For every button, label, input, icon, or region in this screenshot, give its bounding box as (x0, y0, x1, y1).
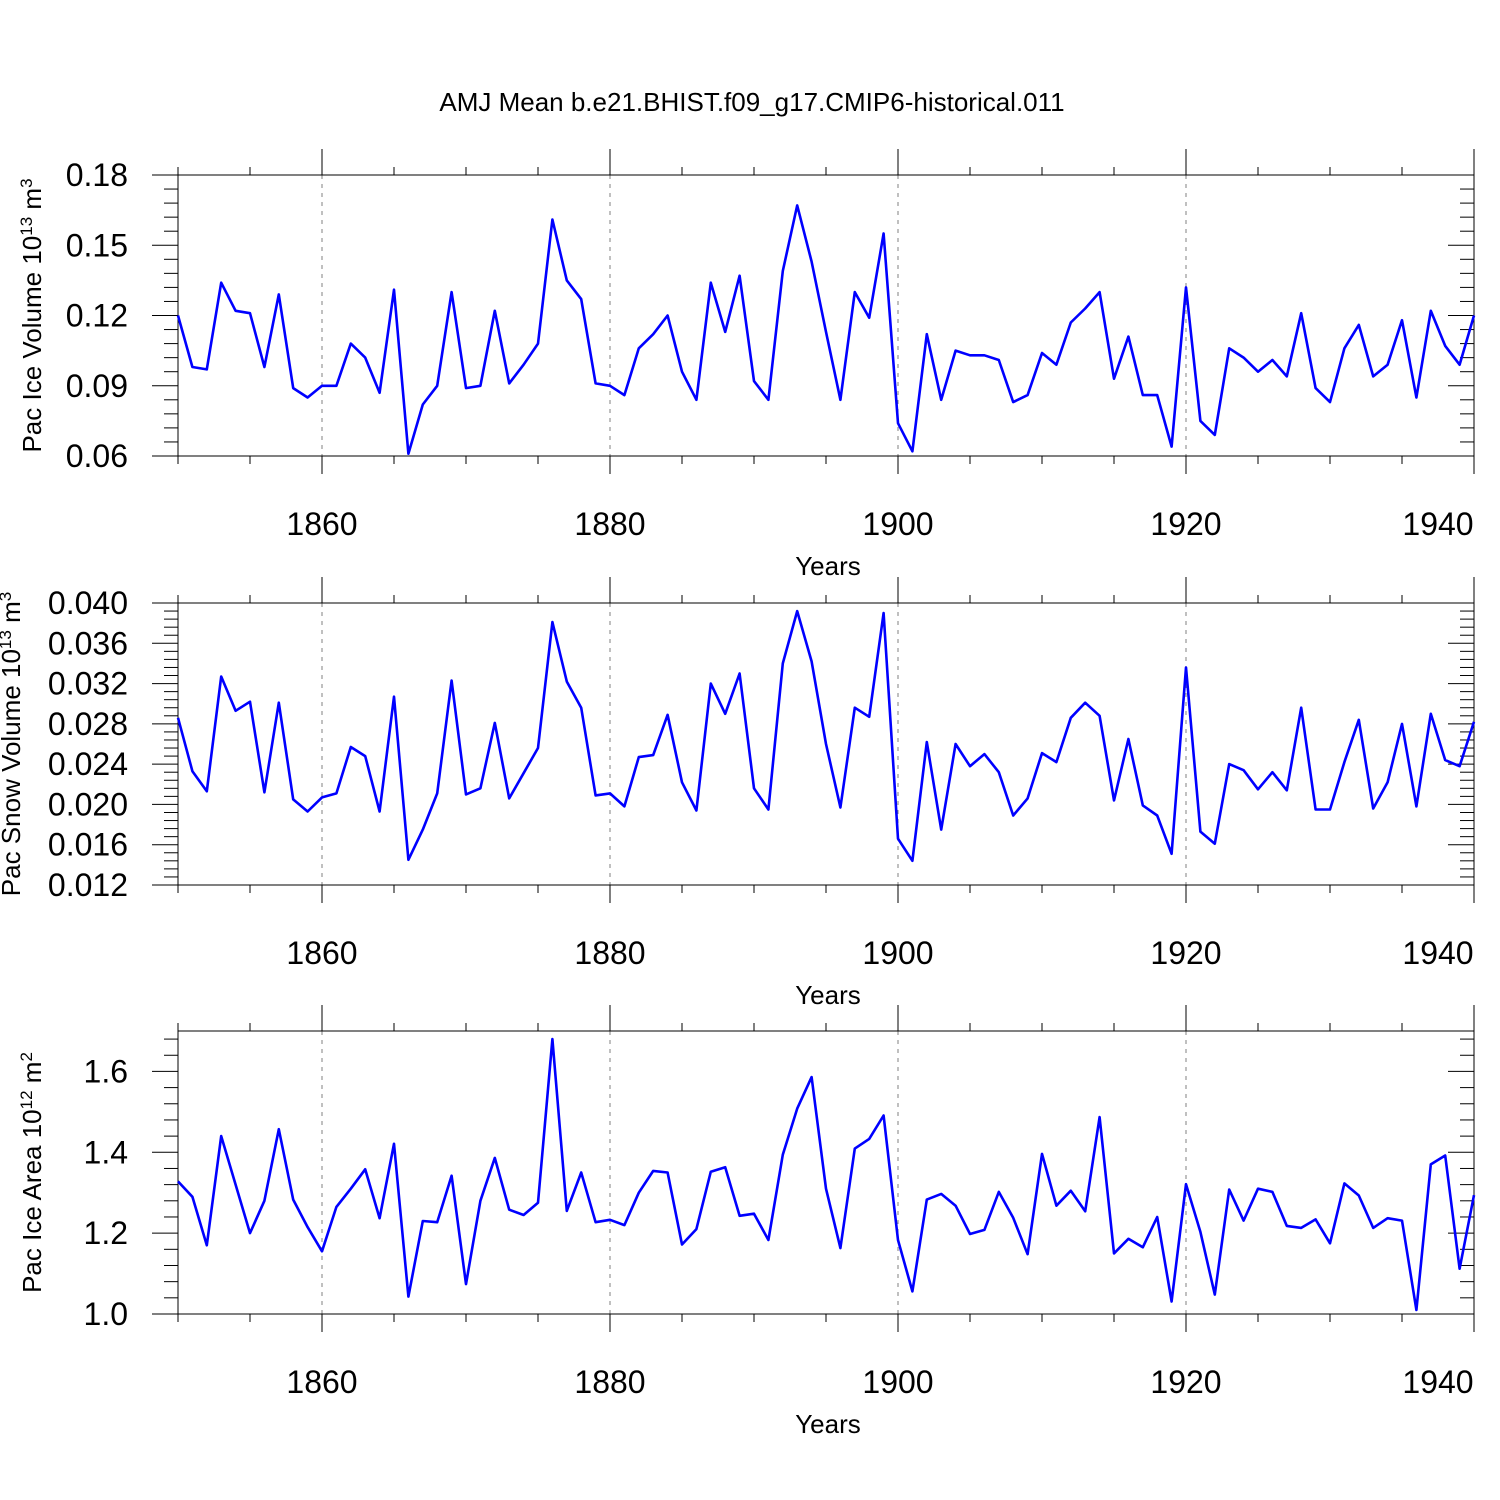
y-tick-label: 0.06 (66, 438, 128, 474)
plot-frame (177, 1030, 1475, 1315)
y-tick-label: 0.040 (48, 585, 128, 621)
y-tick-label: 0.036 (48, 625, 128, 661)
figure-title: AMJ Mean b.e21.BHIST.f09_g17.CMIP6-histo… (439, 87, 1064, 117)
x-tick-label: 1900 (862, 935, 933, 971)
y-tick-label: 1.6 (84, 1053, 128, 1089)
x-tick-label: 1880 (574, 506, 645, 542)
panel-2: 1860 1880 1900 1920 1940 Years 0.012 0.016 0.020… (0, 577, 1476, 1010)
x-axis-label: Years (795, 1409, 861, 1439)
x-tick-label: 1860 (286, 506, 357, 542)
x-axis-label: Years (795, 980, 861, 1010)
x-tick-label: 1880 (574, 1364, 645, 1400)
plot-frame (177, 174, 1475, 457)
y-tick-label: 0.028 (48, 706, 128, 742)
y-tick-label: 0.12 (66, 298, 128, 334)
y-tick-label: 0.18 (66, 157, 128, 193)
y-tick-label: 1.2 (84, 1215, 128, 1251)
data-series-line (177, 1037, 1476, 1312)
y-tick-label: 0.012 (48, 867, 128, 903)
y-tick-label: 0.15 (66, 227, 128, 263)
y-tick-label: 1.0 (84, 1296, 128, 1332)
y-tick-label: 1.4 (84, 1134, 128, 1170)
y-tick-label: 0.09 (66, 368, 128, 404)
x-tick-label: 1920 (1150, 506, 1221, 542)
y-tick-label: 0.020 (48, 786, 128, 822)
x-tick-label: 1920 (1150, 935, 1221, 971)
x-tick-label: 1940 (1402, 1364, 1473, 1400)
x-tick-label: 1940 (1402, 506, 1473, 542)
x-tick-label: 1860 (286, 1364, 357, 1400)
panel-3: 1860 1880 1900 1920 1940 Years 1.0 1.2 1.4 1.6 Pac… (17, 1005, 1476, 1439)
data-series-line (176, 204, 1476, 456)
panels: 1860 1880 1900 1920 1940 Years 0.06 0.09 0.12 0.1… (0, 149, 1476, 1439)
x-tick-label: 1880 (574, 935, 645, 971)
data-series-line (176, 609, 1476, 863)
y-tick-label: 0.024 (48, 746, 128, 782)
x-tick-label: 1920 (1150, 1364, 1221, 1400)
x-tick-label: 1860 (286, 935, 357, 971)
y-tick-label: 0.016 (48, 827, 128, 863)
y-axis-label: Pac Ice Volume 1013 m3 (17, 178, 48, 452)
x-tick-label: 1900 (862, 506, 933, 542)
y-tick-label: 0.032 (48, 666, 128, 702)
panel-1: 1860 1880 1900 1920 1940 Years 0.06 0.09 0.12 0.1… (17, 149, 1476, 581)
x-tick-label: 1940 (1402, 935, 1473, 971)
x-axis-label: Years (795, 551, 861, 581)
y-axis-label: Pac Ice Area 1012 m2 (17, 1052, 48, 1293)
y-axis-label: Pac Snow Volume 1013 m3 (0, 592, 26, 896)
x-tick-label: 1900 (862, 1364, 933, 1400)
